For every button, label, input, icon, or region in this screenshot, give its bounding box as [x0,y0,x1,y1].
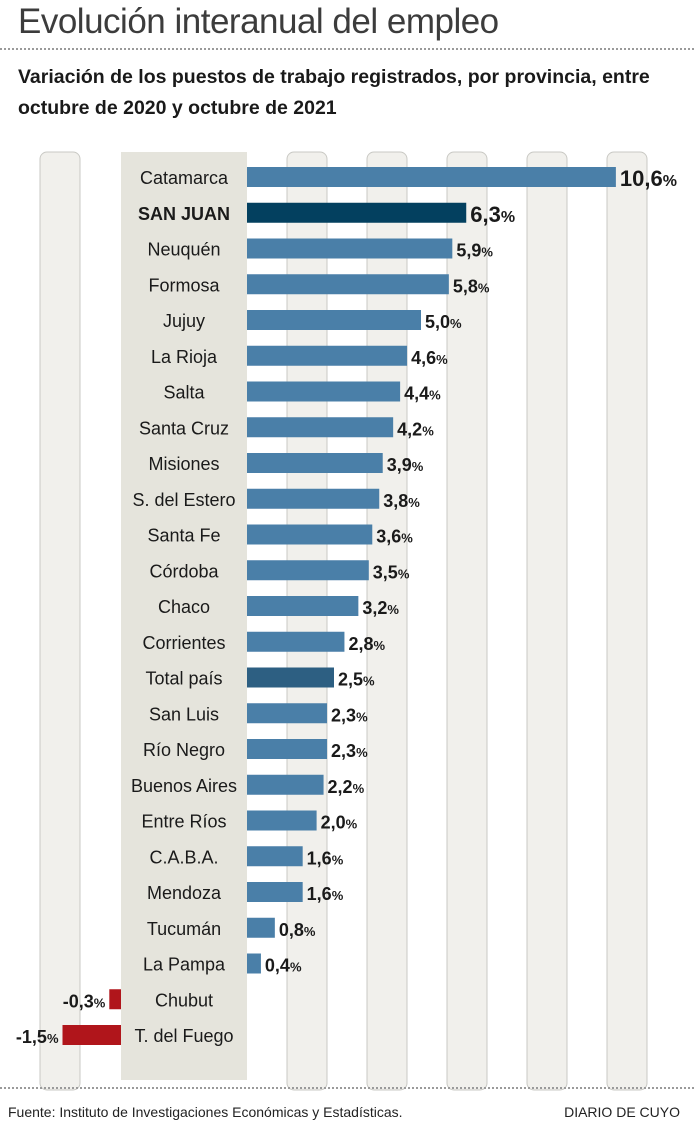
bar [247,882,303,902]
value-label: 1,6% [307,884,344,904]
bar [247,345,408,366]
category-label-panel [121,152,247,1080]
category-label: SAN JUAN [138,204,230,224]
category-label: Formosa [148,275,220,295]
bar [247,524,373,545]
bar [247,167,616,187]
bar [247,774,324,795]
category-label: Total país [145,669,222,689]
publisher-brand: DIARIO DE CUYO [564,1104,680,1120]
category-label: Catamarca [140,168,229,188]
value-label: 3,9% [387,455,424,475]
value-label: 4,2% [397,419,434,439]
value-label: 10,6% [620,166,677,191]
footer-divider [0,1087,694,1089]
value-label: 6,3% [470,202,515,227]
category-label: Córdoba [149,561,219,581]
value-label: 2,3% [331,705,368,725]
bar [247,417,394,438]
grid-column [39,151,81,1091]
title-divider [0,48,694,50]
category-label: Salta [163,383,205,403]
value-label: 2,2% [328,777,365,797]
category-label: T. del Fuego [134,1026,233,1046]
value-label: 4,6% [411,348,448,368]
bar [247,810,317,831]
value-label: 3,6% [376,527,413,547]
bar [247,560,369,581]
category-label: San Luis [149,704,219,724]
category-label: Mendoza [147,883,222,903]
category-label: Chubut [155,990,213,1010]
chart-title: Evolución interanual del empleo [18,2,499,41]
category-label: S. del Estero [132,490,235,510]
bar [62,1025,121,1045]
bar [247,917,275,938]
bar [247,310,421,330]
bar [247,667,334,688]
grid-column [606,151,648,1091]
value-label: 2,3% [331,741,368,761]
category-label: Neuquén [147,240,220,260]
value-label: 0,4% [265,956,302,976]
bar [247,953,261,974]
bar [247,488,380,509]
category-label: La Pampa [143,955,226,975]
bar [109,989,121,1010]
bar [247,238,453,259]
category-label: C.A.B.A. [149,847,218,867]
value-label: 5,8% [453,276,490,296]
grid-column [526,151,568,1091]
bar [247,274,449,295]
value-label: -0,3% [63,991,106,1011]
bar [247,202,467,223]
bar [247,381,401,402]
bar [247,596,359,616]
source-note: Fuente: Instituto de Investigaciones Eco… [8,1104,403,1120]
value-label: 2,0% [321,813,358,833]
value-label: 0,8% [279,920,316,940]
category-label: Santa Cruz [139,418,229,438]
chart-subtitle: Variación de los puestos de trabajo regi… [18,66,650,119]
value-label: 1,6% [307,848,344,868]
category-label: Misiones [148,454,219,474]
value-label: 3,5% [373,562,410,582]
category-label: Jujuy [163,311,205,331]
value-label: -1,5% [16,1027,59,1047]
category-label: Tucumán [147,919,221,939]
bar [247,846,303,867]
category-label: Corrientes [142,633,225,653]
category-label: Río Negro [143,740,225,760]
value-label: 4,4% [404,384,441,404]
value-label: 2,8% [348,634,385,654]
category-label: Chaco [158,597,210,617]
category-label: La Rioja [151,347,218,367]
category-label: Santa Fe [147,526,220,546]
value-label: 2,5% [338,670,375,690]
bar [247,631,345,652]
value-label: 3,8% [383,491,420,511]
bar [247,703,328,724]
category-label: Entre Ríos [141,812,226,832]
category-label: Buenos Aires [131,776,237,796]
value-label: 3,2% [362,598,399,618]
bar [247,739,328,759]
bar [247,453,383,473]
value-label: 5,0% [425,312,462,332]
value-label: 5,9% [456,241,493,261]
grid-column [446,151,488,1091]
